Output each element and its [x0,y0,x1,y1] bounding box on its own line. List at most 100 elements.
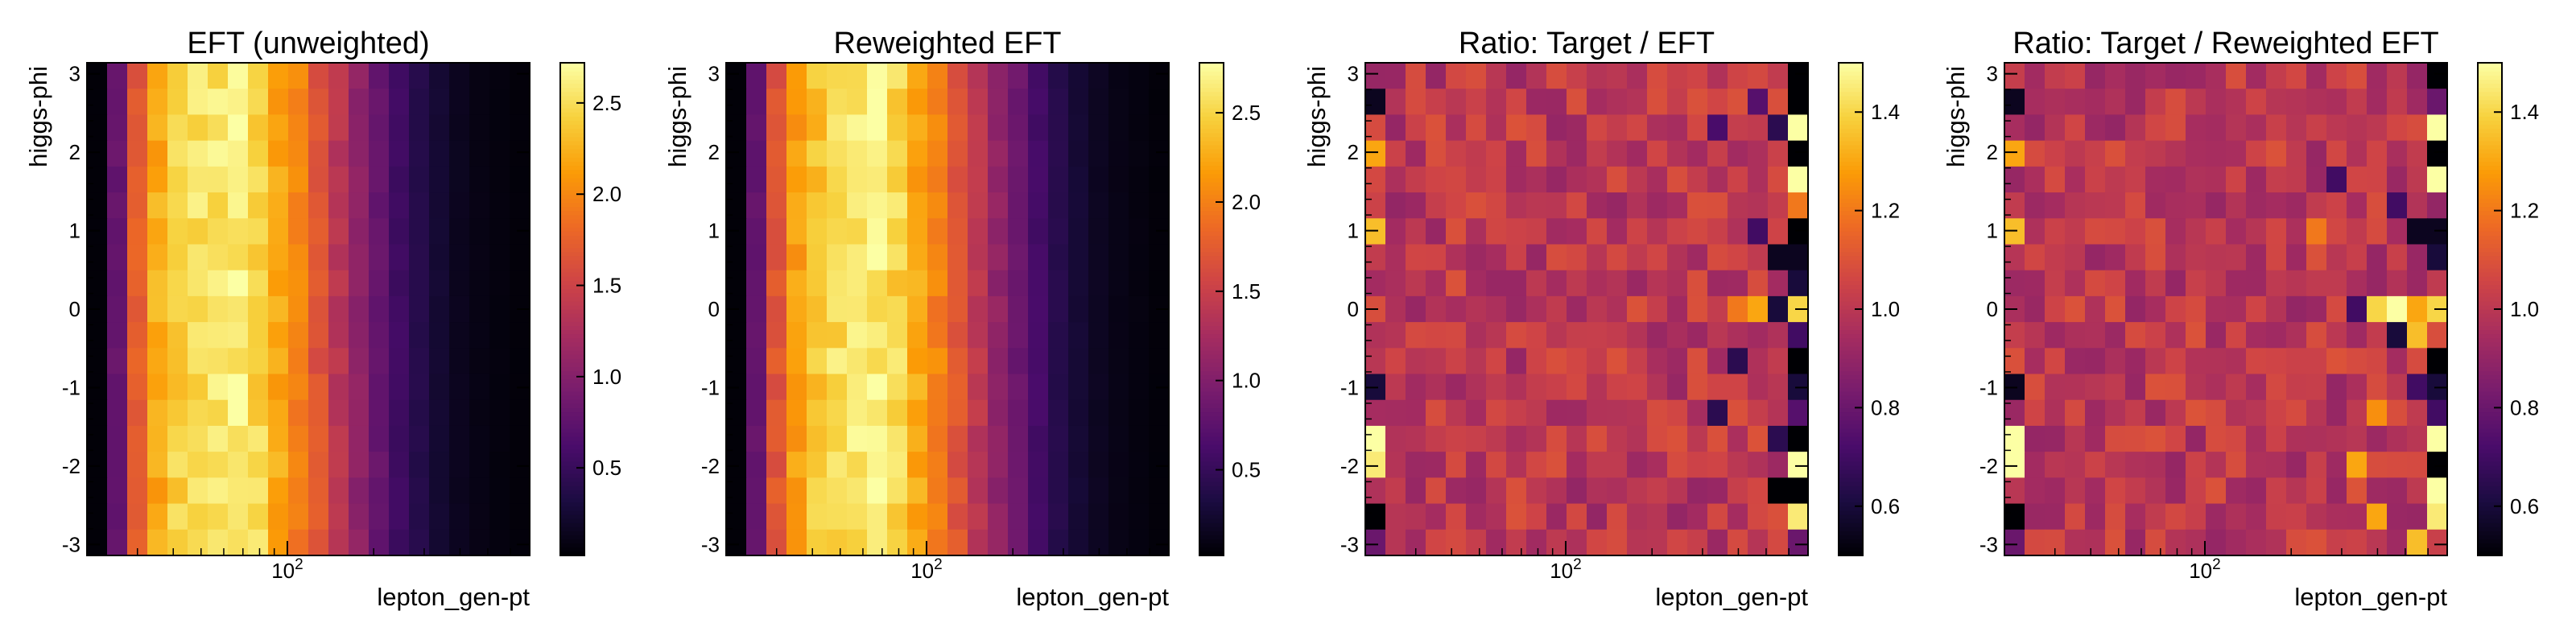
heatmap-cell [1048,295,1069,323]
heatmap-cell [268,374,289,401]
heatmap-cell [1506,452,1527,478]
heatmap-cell [449,218,470,246]
heatmap-cell [1627,218,1648,246]
heatmap-cell [887,295,908,323]
heatmap-cell [349,322,369,349]
heatmap-cell [1506,503,1527,530]
heatmap-cell [2427,425,2448,452]
heatmap-cell [907,529,928,556]
heatmap-cell [2407,63,2428,89]
heatmap-cell [867,477,888,505]
heatmap-cell [887,89,908,116]
heatmap-cell [1028,477,1049,505]
heatmap-cell [1748,218,1769,246]
colorbar-segment [1839,272,1863,277]
heatmap-cell [968,295,989,323]
heatmap-cell [1486,270,1507,297]
heatmap-cell [1426,348,1447,375]
heatmap-cell [1446,399,1467,427]
heatmap-cell [1748,477,1769,505]
heatmap-cell [2085,374,2106,401]
colorbar-segment [1199,136,1224,142]
heatmap-cell [1707,452,1728,478]
heatmap-cell [1788,63,1809,89]
heatmap-cell [1068,529,1089,556]
colorbar-segment [1839,399,1863,404]
heatmap-cell [107,399,128,427]
heatmap-cell [726,348,747,375]
heatmap-cell [409,89,430,116]
heatmap-cell [248,503,269,530]
colorbar-segment [560,251,584,257]
heatmap-cell [1385,374,1406,401]
heatmap-cell [107,503,128,530]
heatmap-cell [2286,166,2307,193]
heatmap-cell [1728,477,1748,505]
heatmap-cell [988,166,1009,193]
heatmap-cell [907,114,928,142]
heatmap-cell [2427,114,2448,142]
heatmap-cell [1567,425,1587,452]
colorbar-segment [1199,186,1224,191]
x-tick-label: 102 [271,556,303,583]
heatmap-cell [510,529,530,556]
heatmap-cell [510,477,530,505]
heatmap-cell [1008,89,1029,116]
heatmap-cell [1068,140,1089,167]
heatmap-cell [1048,140,1069,167]
heatmap-cell [1149,244,1170,271]
colorbar-segment [2478,485,2502,490]
colorbar-segment [2478,157,2502,162]
heatmap-cell [968,503,989,530]
heatmap-cell [1788,140,1809,167]
heatmap-cell [1149,192,1170,219]
heatmap-cell [268,192,289,219]
heatmap-cell [1728,322,1748,349]
heatmap-cell [1768,452,1789,478]
heatmap-cell [1546,348,1567,375]
heatmap-cell [2387,140,2408,167]
heatmap-cell [867,192,888,219]
heatmap-cell [2025,399,2046,427]
heatmap-cell [2145,270,2166,297]
heatmap-cell [988,452,1009,478]
heatmap-cell [807,244,828,271]
heatmap-cell [2266,166,2287,193]
heatmap-cell [2145,63,2166,89]
heatmap-cell [947,218,968,246]
heatmap-cell [2125,63,2146,89]
heatmap-cell [369,218,390,246]
heatmap-cell [1149,140,1170,167]
colorbar-segment [2478,386,2502,392]
heatmap-cell [1707,399,1728,427]
heatmap-cell [268,270,289,297]
heatmap-cell [1687,503,1708,530]
colorbar-segment [2478,337,2502,343]
heatmap-cell [1567,270,1587,297]
heatmap-cell [87,89,108,116]
heatmap-cell [1486,399,1507,427]
heatmap-cell [746,503,767,530]
colorbar-segment [1839,547,1863,552]
heatmap-cell [188,503,208,530]
heatmap-cell [208,89,229,116]
heatmap-cell [469,529,490,556]
heatmap-cell [328,114,349,142]
heatmap-cell [887,477,908,505]
colorbar-segment [1839,140,1863,146]
colorbar-segment [2478,497,2502,503]
colorbar-segment [1839,432,1863,437]
heatmap-cell [766,166,787,193]
heatmap-cell [1365,140,1386,167]
heatmap-cell [2085,477,2106,505]
heatmap-cell [107,529,128,556]
heatmap-cell [1587,89,1608,116]
heatmap-cell [1466,89,1487,116]
heatmap-cell [2246,63,2267,89]
colorbar-segment [1199,95,1224,101]
colorbar-tick-label: 2.0 [1232,190,1261,214]
heatmap-cell [1008,452,1029,478]
heatmap-cell [268,477,289,505]
colorbar-segment [1839,198,1863,203]
heatmap-cell [2387,322,2408,349]
